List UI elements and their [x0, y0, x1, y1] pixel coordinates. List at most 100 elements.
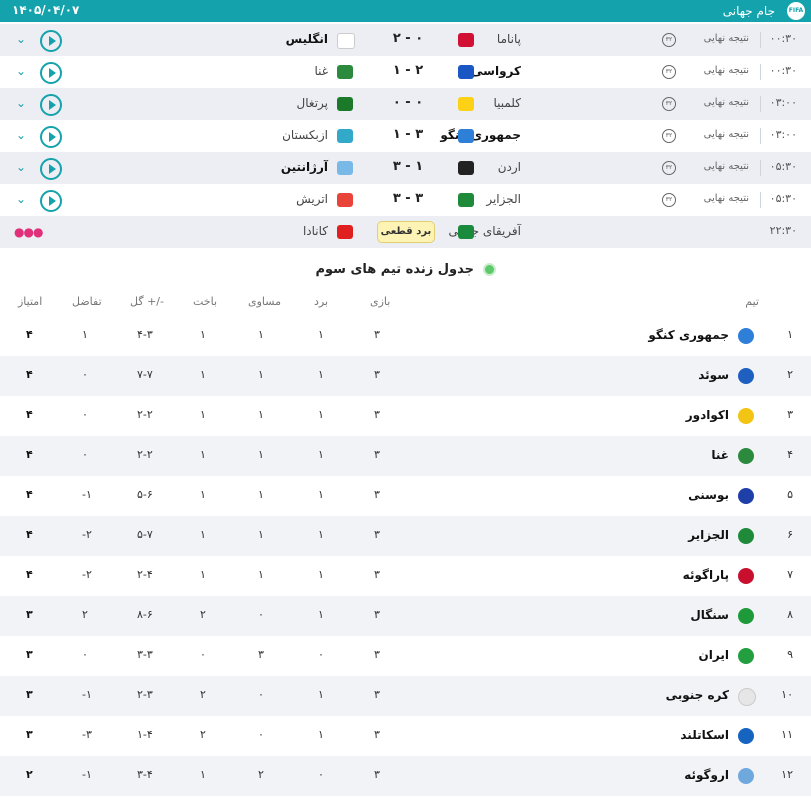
table-header: تیم بازی برد مساوی باخت گل +/- تفاضل امت… [0, 288, 811, 316]
table-row[interactable]: ۲ سوئد ۳ ۱ ۱ ۱ ۷-۷ ۰ ۴ [0, 356, 811, 396]
team-name-cell: الجزایر [688, 528, 729, 542]
match-row[interactable]: ۲۲:۳۰ آفریقای جنوبی برد قطعی کانادا ●●● [0, 216, 811, 248]
match-row[interactable]: ۰۰:۳۰ نتیجه نهایی ۳۲ پاناما ۰ - ۲ انگلیس… [0, 24, 811, 56]
pts-cell: ۳ [26, 648, 33, 661]
draw-cell: ۰ [258, 688, 264, 701]
round-badge-icon: ۳۲ [662, 33, 676, 47]
away-team-name: آرژانتین [280, 160, 328, 174]
home-flag-icon [458, 33, 474, 47]
table-row[interactable]: ۸ سنگال ۳ ۱ ۰ ۲ ۸-۶ ۲ ۳ [0, 596, 811, 636]
fifa-logo-icon: FIFA [787, 2, 805, 20]
table-row[interactable]: ۳ اکوادور ۳ ۱ ۱ ۱ ۲-۲ ۰ ۴ [0, 396, 811, 436]
play-video-icon[interactable] [40, 62, 62, 84]
play-video-icon[interactable] [40, 158, 62, 180]
draw-cell: ۱ [258, 328, 264, 341]
goals-cell: ۵-۷ [137, 528, 153, 541]
pts-cell: ۴ [26, 328, 33, 341]
header-pts: امتیاز [18, 295, 43, 308]
rank-cell: ۱۱ [781, 728, 793, 741]
match-time: ۰۳:۰۰ [769, 96, 797, 109]
divider [760, 32, 761, 48]
won-cell: ۱ [318, 408, 324, 421]
goals-cell: ۲-۴ [137, 568, 153, 581]
lost-cell: ۱ [200, 568, 206, 581]
table-title-text: جدول زنده تیم های سوم [315, 262, 474, 277]
chevron-down-icon[interactable]: ⌄ [16, 96, 27, 110]
play-video-icon[interactable] [40, 126, 62, 148]
goals-cell: ۸-۶ [137, 608, 153, 621]
live-indicator-icon [482, 263, 496, 276]
match-row[interactable]: ۰۵:۳۰ نتیجه نهایی ۳۲ اردن ۱ - ۳ آرژانتین… [0, 152, 811, 184]
header-lost: باخت [193, 295, 218, 308]
table-row[interactable]: ۷ پاراگوئه ۳ ۱ ۱ ۱ ۲-۴ -۲ ۴ [0, 556, 811, 596]
header-draw: مساوی [248, 295, 281, 308]
divider [760, 128, 761, 144]
team-name-cell: سنگال [690, 608, 729, 622]
pts-cell: ۴ [26, 568, 33, 581]
chevron-down-icon[interactable]: ⌄ [16, 64, 27, 78]
table-row[interactable]: ۵ بوسنی ۳ ۱ ۱ ۱ ۵-۶ -۱ ۴ [0, 476, 811, 516]
match-status: نتیجه نهایی [703, 33, 749, 44]
pts-cell: ۴ [26, 368, 33, 381]
won-cell: ۱ [318, 688, 324, 701]
chevron-down-icon[interactable]: ⌄ [16, 32, 27, 46]
away-team-name: کانادا [302, 224, 328, 238]
goals-cell: ۷-۷ [137, 368, 153, 381]
chevron-down-icon[interactable]: ⌄ [16, 128, 27, 142]
won-cell: ۱ [318, 368, 324, 381]
goals-cell: ۲-۳ [137, 688, 153, 701]
match-row[interactable]: ۰۳:۰۰ نتیجه نهایی ۳۲ جمهوری کنگو ۳ - ۱ ا… [0, 120, 811, 152]
diff-cell: -۳ [82, 728, 92, 741]
away-flag-icon [337, 193, 353, 207]
play-video-icon[interactable] [40, 94, 62, 116]
won-cell: ۱ [318, 608, 324, 621]
match-row[interactable]: ۰۵:۳۰ نتیجه نهایی ۳۲ الجزایر ۳ - ۳ اتریش… [0, 184, 811, 216]
team-name-cell: اکوادور [685, 408, 729, 422]
team-name-cell: جمهوری کنگو [648, 328, 729, 342]
team-flag-icon [738, 568, 754, 584]
team-flag-icon [738, 688, 756, 706]
lost-cell: ۱ [200, 528, 206, 541]
table-row[interactable]: ۴ غنا ۳ ۱ ۱ ۱ ۲-۲ ۰ ۴ [0, 436, 811, 476]
play-video-icon[interactable] [40, 30, 62, 52]
home-flag-icon [458, 193, 474, 207]
played-cell: ۳ [374, 768, 380, 781]
away-team-name: اتریش [296, 192, 328, 206]
table-row[interactable]: ۱۱ اسکاتلند ۳ ۱ ۰ ۲ ۱-۴ -۳ ۳ [0, 716, 811, 756]
chevron-down-icon[interactable]: ⌄ [16, 192, 27, 206]
diff-cell: ۰ [82, 648, 88, 661]
goals-cell: ۱-۴ [137, 728, 153, 741]
diff-cell: ۱ [82, 328, 88, 341]
final-label-badge[interactable]: برد قطعی [377, 221, 435, 243]
competition-title[interactable]: جام جهانی [722, 4, 775, 18]
lost-cell: ۰ [200, 648, 206, 661]
team-name-cell: اسکاتلند [680, 728, 729, 742]
team-name-cell: بوسنی [688, 488, 729, 502]
match-row[interactable]: ۰۳:۰۰ نتیجه نهایی ۳۲ کلمبیا ۰ - ۰ پرتغال… [0, 88, 811, 120]
home-team-name: کلمبیا [493, 96, 521, 110]
draw-cell: ۳ [258, 648, 264, 661]
more-options-icon[interactable]: ●●● [14, 225, 43, 239]
away-flag-icon [337, 65, 353, 79]
table-row[interactable]: ۹ ایران ۳ ۰ ۳ ۰ ۳-۳ ۰ ۳ [0, 636, 811, 676]
top-bar: ۱۴۰۵/۰۴/۰۷ جام جهانی FIFA [0, 0, 811, 22]
play-video-icon[interactable] [40, 190, 62, 212]
table-row[interactable]: ۱۰ کره جنوبی ۳ ۱ ۰ ۲ ۲-۳ -۱ ۳ [0, 676, 811, 716]
team-flag-icon [738, 328, 754, 344]
played-cell: ۳ [374, 688, 380, 701]
home-team-name: جمهوری کنگو [440, 128, 521, 142]
diff-cell: ۰ [82, 368, 88, 381]
table-row[interactable]: ۶ الجزایر ۳ ۱ ۱ ۱ ۵-۷ -۲ ۴ [0, 516, 811, 556]
diff-cell: -۱ [82, 488, 92, 501]
match-row[interactable]: ۰۰:۳۰ نتیجه نهایی ۳۲ کرواسی ۲ - ۱ غنا ⌄ [0, 56, 811, 88]
table-row[interactable]: ۱ جمهوری کنگو ۳ ۱ ۱ ۱ ۴-۳ ۱ ۴ [0, 316, 811, 356]
match-score: ۰ - ۲ [392, 31, 424, 46]
match-score: ۳ - ۳ [392, 191, 424, 206]
played-cell: ۳ [374, 728, 380, 741]
divider [760, 192, 761, 208]
table-row[interactable]: ۱۲ اروگوئه ۳ ۰ ۲ ۱ ۳-۴ -۱ ۲ [0, 756, 811, 796]
played-cell: ۳ [374, 448, 380, 461]
played-cell: ۳ [374, 488, 380, 501]
goals-cell: ۴-۳ [137, 328, 153, 341]
chevron-down-icon[interactable]: ⌄ [16, 160, 27, 174]
